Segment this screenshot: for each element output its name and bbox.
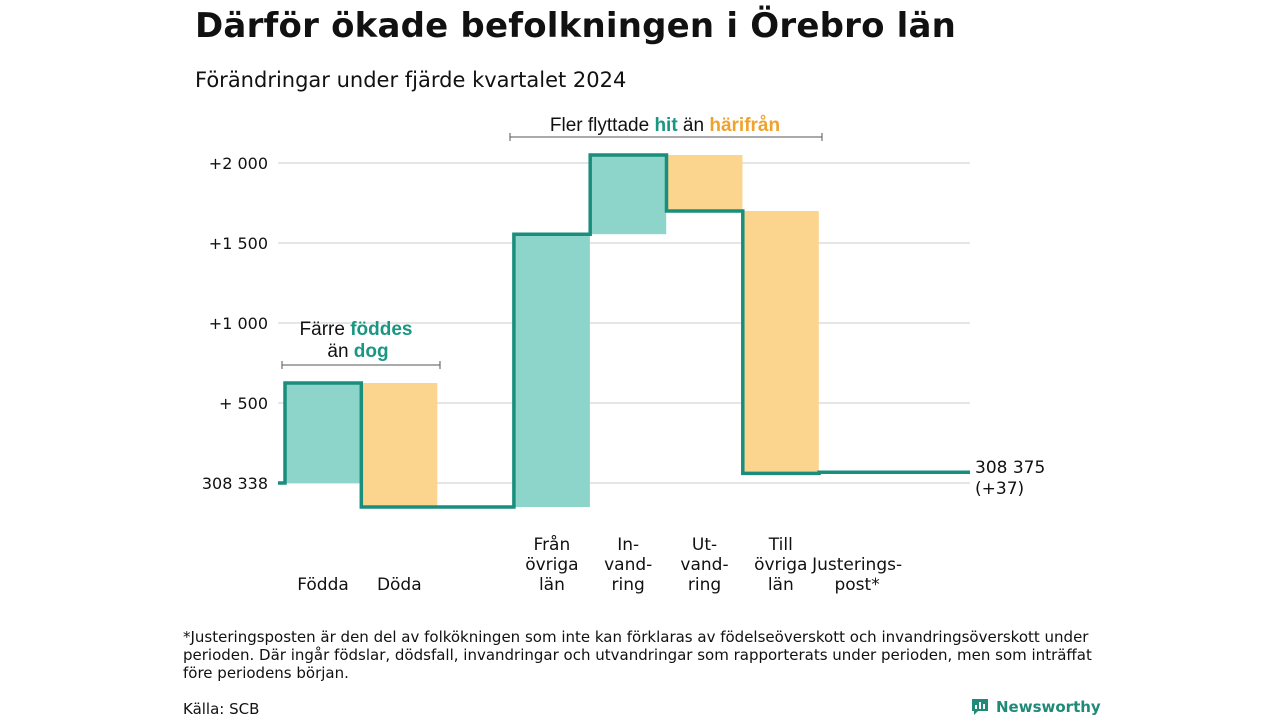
category-label: Till	[768, 535, 793, 555]
page-title: Därför ökade befolkningen i Örebro län	[195, 6, 957, 46]
newsworthy-logo-text: Newsworthy	[996, 698, 1101, 716]
category-label: ring	[612, 575, 645, 595]
category-label: In-	[617, 535, 639, 555]
y-start-label: 308 338	[202, 474, 268, 493]
category-label: Födda	[297, 575, 349, 595]
newsworthy-logo-icon	[972, 699, 988, 715]
category-label: övriga	[525, 555, 578, 575]
cumulative-step-line	[278, 153, 970, 509]
waterfall-chart: + 500 +1 000 +1 500 +2 000 308 338 Födda Döda F…	[202, 115, 1045, 595]
y-tick-label: +2 000	[209, 154, 268, 173]
category-label: län	[768, 575, 794, 595]
category-label: Döda	[377, 575, 422, 595]
bar-döda	[361, 383, 438, 507]
annotation-births-line2: än dog	[327, 341, 388, 362]
y-tick-label: +1 500	[209, 234, 268, 253]
annotation-migration-line1: Fler flyttade hit än härifrån	[550, 115, 780, 136]
category-label: övriga	[754, 555, 807, 575]
end-value-label: 308 375	[975, 458, 1045, 478]
bar-födda	[285, 383, 361, 483]
y-tick-label: +1 000	[209, 314, 268, 333]
y-tick-label: + 500	[219, 394, 268, 413]
bar-invandring	[590, 155, 667, 235]
bar-utvandring	[666, 155, 743, 211]
category-label: vand-	[604, 555, 652, 575]
category-label: Ut-	[692, 535, 717, 555]
annotation-births-line1: Färre föddes	[300, 319, 413, 340]
newsworthy-logo: Newsworthy	[970, 697, 1101, 717]
category-label: Från	[534, 534, 571, 555]
bar-till-övriga-län	[742, 211, 819, 474]
page-subtitle: Förändringar under fjärde kvartalet 2024	[195, 68, 627, 92]
end-value-label: (+37)	[975, 479, 1024, 499]
footnote: *Justeringsposten är den del av folkökni…	[183, 628, 1092, 682]
category-label: vand-	[680, 555, 728, 575]
category-label: Justerings-	[811, 555, 902, 575]
source: Källa: SCB	[183, 700, 260, 718]
bar-från-övriga-län	[513, 234, 590, 507]
category-label: ring	[688, 575, 721, 595]
category-label: post*	[834, 575, 879, 595]
category-label: län	[539, 575, 565, 595]
